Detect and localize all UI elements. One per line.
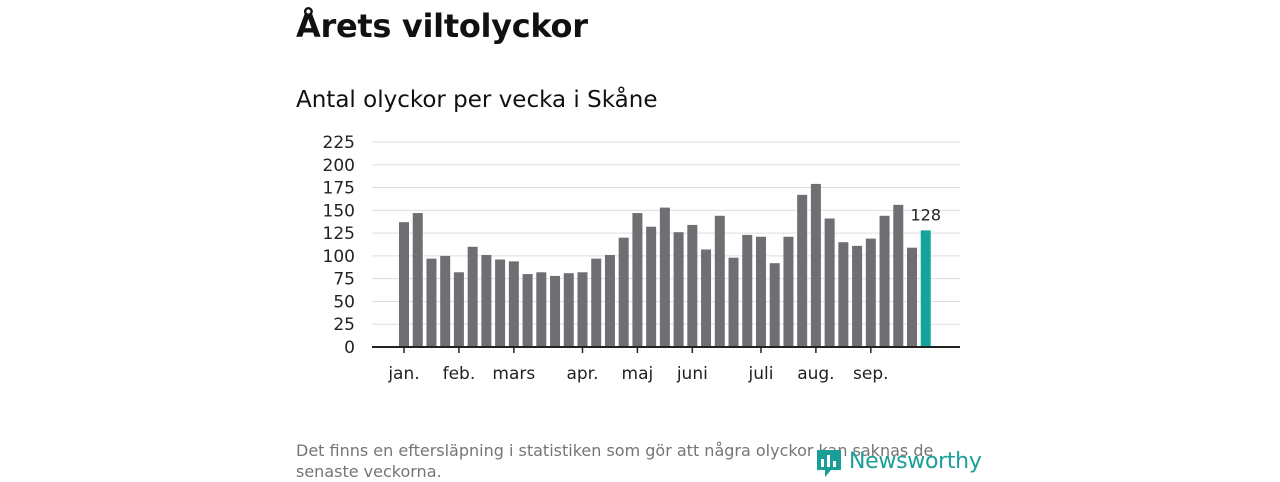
- bar: [673, 232, 684, 347]
- bar: [522, 274, 533, 347]
- newsworthy-logo-icon: [817, 450, 841, 477]
- bar: [536, 272, 547, 347]
- y-tick-label: 25: [333, 315, 355, 335]
- bar: [426, 258, 437, 347]
- chart-title: Årets viltolyckor: [296, 7, 588, 45]
- y-tick-label: 125: [323, 224, 355, 244]
- bar: [783, 236, 794, 347]
- month-label: apr.: [566, 364, 598, 384]
- x-axis: jan. feb. mars apr. maj juni juli aug. sep.: [372, 346, 960, 384]
- y-tick-label: 200: [323, 156, 355, 176]
- bar: [467, 246, 478, 347]
- bar: [399, 222, 409, 347]
- month-label: mars: [492, 364, 535, 384]
- y-tick-label: 75: [333, 270, 355, 290]
- bar: [687, 224, 698, 347]
- bar: [728, 257, 739, 347]
- y-tick-label: 100: [323, 247, 355, 267]
- month-label: sep.: [853, 364, 889, 384]
- month-label: aug.: [797, 364, 834, 384]
- bar: [659, 207, 670, 347]
- bar: [440, 255, 451, 347]
- bar: [920, 230, 931, 347]
- chart-subtitle: Antal olyckor per vecka i Skåne: [296, 87, 658, 113]
- logo-text: Newsworthy: [849, 449, 982, 474]
- bar: [755, 236, 766, 347]
- bar: [591, 258, 602, 347]
- month-label: jan.: [387, 364, 419, 384]
- bar: [563, 273, 574, 347]
- month-label: feb.: [443, 364, 476, 384]
- y-tick-label: 175: [323, 179, 355, 199]
- bar: [742, 234, 753, 347]
- newsworthy-logo[interactable]: Newsworthy: [815, 446, 982, 478]
- bar: [577, 272, 588, 347]
- y-tick-label: 50: [333, 292, 355, 312]
- bar: [701, 249, 712, 347]
- bar: [879, 215, 890, 347]
- y-tick-label: 150: [323, 201, 355, 221]
- bar: [618, 237, 629, 347]
- bars: [399, 183, 931, 347]
- bar: [646, 226, 657, 347]
- bar-labels: 128: [910, 205, 941, 224]
- bar: [632, 213, 643, 347]
- bar: [838, 242, 849, 347]
- bar: [453, 272, 464, 347]
- month-label: juli: [748, 364, 774, 384]
- bar: [907, 247, 918, 347]
- y-tick-label: 225: [323, 133, 355, 153]
- bar: [824, 218, 835, 347]
- bar: [550, 275, 561, 347]
- y-tick-label: 0: [344, 338, 355, 358]
- highlight-bar-label: 128: [910, 205, 941, 224]
- bar: [769, 263, 780, 347]
- bar: [495, 259, 506, 347]
- bar: [852, 245, 863, 347]
- month-label: maj: [622, 364, 654, 384]
- bar: [604, 254, 615, 347]
- bar: [714, 215, 725, 347]
- bar: [810, 183, 821, 347]
- bar: [481, 254, 492, 347]
- bar: [865, 238, 876, 347]
- footnote: Det finns en eftersläpning i statistiken…: [296, 441, 934, 481]
- month-label: juni: [676, 364, 708, 384]
- bar: [893, 204, 904, 347]
- bar: [508, 261, 519, 347]
- bar: [412, 213, 423, 347]
- bar: [797, 194, 808, 347]
